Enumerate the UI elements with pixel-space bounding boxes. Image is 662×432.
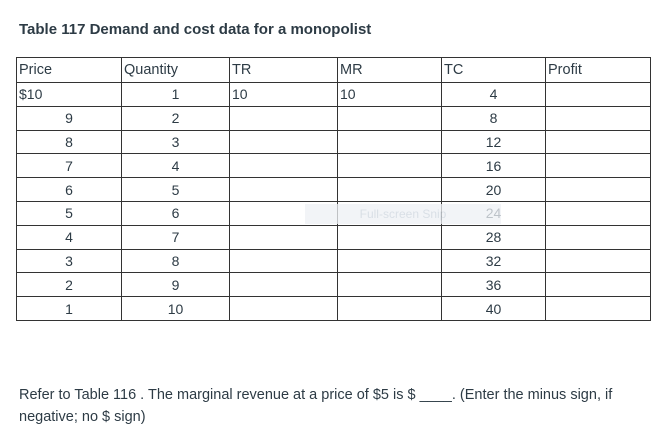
demand-cost-table: Price Quantity TR MR TC Profit $10 1 10 10 4… [16, 57, 651, 321]
cell-tr [229, 153, 338, 179]
cell-price: 9 [16, 105, 122, 131]
cell-profit [545, 82, 651, 107]
cell-quantity: 6 [121, 200, 230, 226]
cell-price: $10 [16, 82, 122, 107]
question-before: Refer to Table 116 . The marginal revenu… [19, 387, 420, 403]
header-tr: TR [229, 57, 338, 83]
cell-mr [337, 272, 442, 298]
header-profit: Profit [545, 57, 651, 83]
cell-tr [229, 129, 338, 155]
table-row: 3 8 32 [16, 248, 651, 274]
cell-profit [545, 177, 651, 202]
cell-tc: 8 [441, 105, 546, 131]
cell-quantity: 3 [121, 129, 230, 155]
cell-price: 1 [16, 296, 122, 321]
answer-blank[interactable]: ____ [419, 387, 452, 403]
cell-price: 3 [16, 248, 122, 274]
cell-profit [545, 105, 651, 131]
cell-price: 6 [16, 177, 122, 202]
cell-profit [545, 296, 651, 321]
table-row: $10 1 10 10 4 [16, 82, 651, 107]
cell-profit [545, 200, 651, 226]
question-text: Refer to Table 116 . The marginal revenu… [19, 384, 649, 428]
cell-quantity: 1 [121, 82, 230, 107]
header-mr: MR [337, 57, 442, 83]
cell-tc: 36 [441, 272, 546, 298]
table-row: 8 3 12 [16, 129, 651, 155]
cell-mr [337, 248, 442, 274]
cell-quantity: 7 [121, 224, 230, 250]
snip-overlay: Full-screen Snip [305, 204, 501, 224]
cell-tc: 40 [441, 296, 546, 321]
cell-quantity: 9 [121, 272, 230, 298]
cell-price: 5 [16, 200, 122, 226]
cell-price: 7 [16, 153, 122, 179]
cell-tr [229, 177, 338, 202]
cell-mr [337, 129, 442, 155]
table-row: 4 7 28 [16, 224, 651, 250]
cell-tc: 16 [441, 153, 546, 179]
cell-tr: 10 [229, 82, 338, 107]
cell-tr [229, 272, 338, 298]
cell-quantity: 5 [121, 177, 230, 202]
cell-quantity: 4 [121, 153, 230, 179]
table-row: 6 5 20 [16, 177, 651, 202]
cell-tr [229, 248, 338, 274]
cell-tr [229, 224, 338, 250]
table-row: 2 9 36 [16, 272, 651, 298]
cell-profit [545, 248, 651, 274]
cell-mr [337, 105, 442, 131]
cell-mr [337, 296, 442, 321]
cell-tc: 12 [441, 129, 546, 155]
cell-mr [337, 177, 442, 202]
header-quantity: Quantity [121, 57, 230, 83]
table-row: 1 10 40 [16, 296, 651, 321]
cell-profit [545, 129, 651, 155]
cell-tc: 28 [441, 224, 546, 250]
cell-tr [229, 105, 338, 131]
header-price: Price [16, 57, 122, 83]
cell-profit [545, 153, 651, 179]
cell-tr [229, 296, 338, 321]
table-title: Table 117 Demand and cost data for a mon… [19, 21, 372, 38]
cell-mr [337, 153, 442, 179]
cell-tc: 20 [441, 177, 546, 202]
cell-tc: 4 [441, 82, 546, 107]
table-row: 7 4 16 [16, 153, 651, 179]
cell-tc: 32 [441, 248, 546, 274]
table-header-row: Price Quantity TR MR TC Profit [16, 57, 651, 83]
cell-mr [337, 224, 442, 250]
cell-quantity: 8 [121, 248, 230, 274]
question-after: . (Enter the minus sign, if negative; no… [19, 387, 613, 425]
cell-profit [545, 272, 651, 298]
cell-profit [545, 224, 651, 250]
cell-mr: 10 [337, 82, 442, 107]
cell-price: 2 [16, 272, 122, 298]
header-tc: TC [441, 57, 546, 83]
cell-price: 4 [16, 224, 122, 250]
cell-quantity: 2 [121, 105, 230, 131]
cell-price: 8 [16, 129, 122, 155]
cell-quantity: 10 [121, 296, 230, 321]
